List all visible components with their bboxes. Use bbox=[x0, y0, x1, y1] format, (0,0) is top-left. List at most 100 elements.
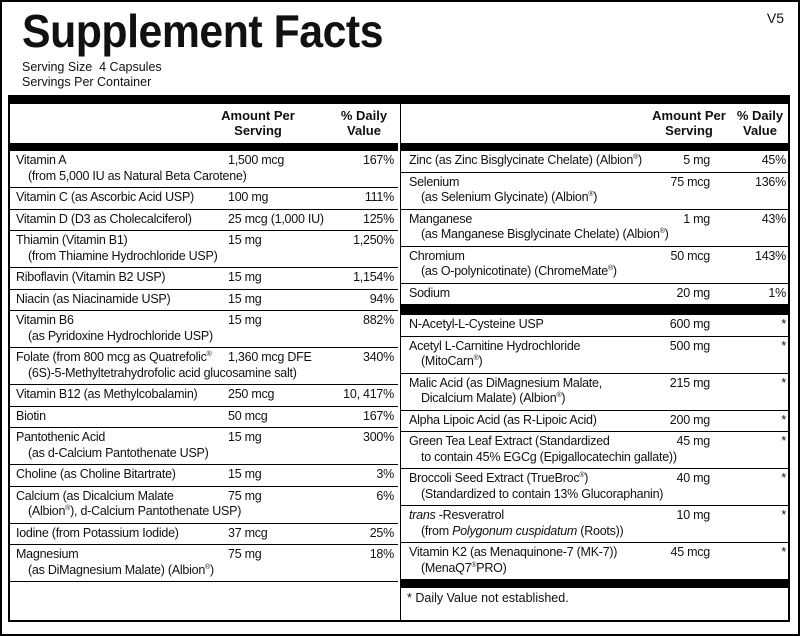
nutrient-row: Sodium 20 mg 1% bbox=[401, 284, 790, 305]
nutrient-row: Biotin 50 mcg 167% bbox=[8, 407, 398, 428]
nutrient-row: Manganese (as Manganese Bisglycinate Chel… bbox=[401, 210, 790, 247]
nutrient-row: Thiamin (Vitamin B1) (from Thiamine Hydro… bbox=[8, 231, 398, 268]
section-bar bbox=[401, 579, 790, 588]
nutrient-name: Choline (as Choline Bitartrate) bbox=[16, 467, 176, 481]
left-rows: Vitamin A (from 5,000 IU as Natural Beta … bbox=[8, 151, 398, 582]
nutrient-row: trans -Resveratrol (from Polygonum cuspid… bbox=[401, 506, 790, 543]
nutrient-name: Vitamin D (D3 as Cholecalciferol) bbox=[16, 211, 192, 226]
amount-per-serving: 10 mg bbox=[676, 508, 711, 522]
section-bar bbox=[401, 304, 790, 315]
nutrient-source: (from 5,000 IU as Natural Beta Carotene) bbox=[28, 168, 247, 183]
nutrient-source: (as d-Calcium Pantothenate USP) bbox=[28, 445, 209, 460]
daily-value: * bbox=[781, 434, 786, 448]
nutrient-row: Green Tea Leaf Extract (Standardized to c… bbox=[401, 432, 790, 469]
daily-value: 10, 417% bbox=[343, 387, 394, 401]
amount-per-serving: 250 mcg bbox=[228, 387, 275, 401]
nutrient-row: Iodine (from Potassium Iodide) 37 mcg 25% bbox=[8, 524, 398, 545]
nutrient-source: (MenaQ7®PRO) bbox=[421, 560, 507, 575]
daily-value: 882% bbox=[363, 313, 394, 327]
nutrient-name: Magnesium bbox=[16, 547, 79, 561]
nutrient-name: Biotin bbox=[16, 408, 46, 423]
nutrient-name: Broccoli Seed Extract (TrueBroc®) bbox=[409, 471, 589, 485]
nutrient-row: Calcium (as Dicalcium Malate (Albion®), d… bbox=[8, 487, 398, 524]
amount-header: Amount Per Serving bbox=[221, 108, 295, 138]
nutrient-row: Broccoli Seed Extract (TrueBroc®) (Standa… bbox=[401, 469, 790, 506]
daily-value: 340% bbox=[363, 350, 394, 364]
right-border bbox=[788, 95, 790, 622]
right-rows-nutrients: Zinc (as Zinc Bisglycinate Chelate) (Alb… bbox=[401, 151, 790, 304]
amount-per-serving: 100 mg bbox=[228, 190, 269, 204]
serving-size: Serving Size 4 Capsules bbox=[22, 60, 162, 74]
daily-value: 111% bbox=[364, 190, 394, 204]
nutrient-row: Magnesium (as DiMagnesium Malate) (Albion… bbox=[8, 545, 398, 582]
nutrient-source: (6S)-5-Methyltetrahydrofolic acid glucos… bbox=[28, 365, 297, 380]
nutrient-row: Folate (from 800 mcg as Quatrefolic® (6S)… bbox=[8, 348, 398, 385]
nutrient-name: Acetyl L-Carnitine Hydrochloride bbox=[409, 338, 581, 353]
daily-value: 143% bbox=[755, 248, 786, 263]
amount-per-serving: 75 mcg bbox=[670, 174, 711, 189]
daily-value: 94% bbox=[369, 291, 395, 306]
nutrient-name: Vitamin B12 (as Methylcobalamin) bbox=[16, 387, 198, 401]
footnote: * Daily Value not established. bbox=[407, 591, 569, 605]
nutrient-name: Vitamin B6 bbox=[16, 313, 74, 327]
nutrient-row: Pantothenic Acid (as d-Calcium Pantothena… bbox=[8, 428, 398, 465]
daily-value: 1% bbox=[768, 285, 786, 300]
nutrient-name: Sodium bbox=[409, 285, 450, 300]
amount-per-serving: 200 mg bbox=[669, 412, 710, 427]
nutrient-name: Vitamin K2 (as Menaquinone-7 (MK-7)) bbox=[409, 545, 618, 559]
bottom-border bbox=[8, 620, 790, 622]
header-bar bbox=[8, 143, 398, 151]
daily-value: 167% bbox=[363, 153, 394, 167]
nutrient-source: to contain 45% EGCg (Epigallocatechin ga… bbox=[421, 449, 677, 464]
nutrient-name: Pantothenic Acid bbox=[16, 430, 106, 444]
nutrient-source: (Standardized to contain 13% Glucoraphan… bbox=[421, 486, 664, 501]
left-border bbox=[8, 95, 10, 622]
nutrient-row: Chromium (as O-polynicotinate) (ChromeMat… bbox=[401, 247, 790, 284]
nutrient-row: Alpha Lipoic Acid (as R-Lipoic Acid) 200 … bbox=[401, 411, 790, 432]
nutrient-name: trans -Resveratrol bbox=[409, 508, 504, 522]
amount-per-serving: 1,360 mcg DFE bbox=[228, 350, 312, 364]
right-column: Amount Per Serving % Daily Value Zinc (a… bbox=[400, 104, 790, 621]
amount-per-serving: 15 mg bbox=[228, 270, 262, 284]
nutrient-name: Niacin (as Niacinamide USP) bbox=[16, 291, 171, 306]
nutrient-row: Vitamin B12 (as Methylcobalamin) 250 mcg 1… bbox=[8, 385, 398, 407]
nutrient-name: Manganese bbox=[409, 211, 473, 226]
nutrient-name: Vitamin A bbox=[16, 153, 67, 167]
amount-per-serving: 15 mg bbox=[228, 467, 262, 481]
amount-per-serving: 500 mg bbox=[669, 338, 710, 353]
amount-per-serving: 50 mcg bbox=[228, 408, 268, 423]
daily-value: 6% bbox=[376, 488, 394, 503]
daily-value: 1,250% bbox=[353, 233, 394, 247]
nutrient-row: Vitamin A (from 5,000 IU as Natural Beta … bbox=[8, 151, 398, 188]
daily-value: * bbox=[781, 338, 786, 353]
nutrient-row: Niacin (as Niacinamide USP) 15 mg 94% bbox=[8, 290, 398, 311]
nutrient-source: (MitoCarn®) bbox=[421, 354, 483, 368]
servings-per-container: Servings Per Container bbox=[22, 75, 152, 89]
nutrient-name: Zinc (as Zinc Bisglycinate Chelate) (Alb… bbox=[409, 153, 642, 167]
serving-info: Serving Size 4 Capsules Servings Per Con… bbox=[22, 60, 162, 90]
daily-value: 167% bbox=[363, 408, 394, 423]
nutrient-source: (from Polygonum cuspidatum (Roots)) bbox=[421, 523, 624, 538]
nutrient-name: Calcium (as Dicalcium Malate bbox=[16, 488, 174, 503]
nutrient-source: (as Manganese Bisglycinate Chelate) (Alb… bbox=[421, 227, 669, 241]
amount-per-serving: 75 mg bbox=[228, 488, 262, 503]
amount-per-serving: 20 mg bbox=[676, 285, 711, 300]
nutrient-name: Vitamin C (as Ascorbic Acid USP) bbox=[16, 190, 194, 204]
nutrient-row: Vitamin C (as Ascorbic Acid USP) 100 mg 11… bbox=[8, 188, 398, 210]
daily-value: 25% bbox=[369, 525, 395, 540]
amount-per-serving: 45 mcg bbox=[670, 545, 711, 559]
amount-per-serving: 5 mg bbox=[683, 153, 710, 167]
amount-per-serving: 37 mcg bbox=[228, 525, 268, 540]
nutrient-name: Selenium bbox=[409, 174, 460, 189]
amount-per-serving: 50 mcg bbox=[670, 248, 711, 263]
nutrient-source: (Albion®), d-Calcium Pantothenate USP) bbox=[28, 504, 242, 518]
nutrient-name: N-Acetyl-L-Cysteine USP bbox=[409, 317, 544, 331]
daily-value: 43% bbox=[761, 211, 787, 226]
version-code: V5 bbox=[766, 10, 784, 26]
nutrient-name: Malic Acid (as DiMagnesium Malate, bbox=[409, 375, 602, 390]
amount-per-serving: 15 mg bbox=[228, 291, 262, 306]
nutrient-row: Zinc (as Zinc Bisglycinate Chelate) (Alb… bbox=[401, 151, 790, 173]
amount-per-serving: 40 mg bbox=[676, 471, 711, 485]
nutrient-row: Vitamin D (D3 as Cholecalciferol) 25 mcg … bbox=[8, 210, 398, 231]
